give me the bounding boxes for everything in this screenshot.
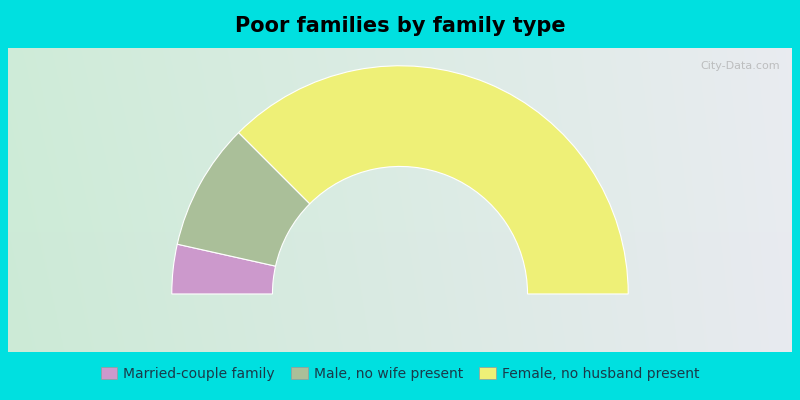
Legend: Married-couple family, Male, no wife present, Female, no husband present: Married-couple family, Male, no wife pre… xyxy=(95,362,705,386)
Text: Poor families by family type: Poor families by family type xyxy=(234,16,566,36)
Wedge shape xyxy=(172,244,275,294)
Wedge shape xyxy=(238,66,628,294)
Wedge shape xyxy=(178,132,310,266)
Text: City-Data.com: City-Data.com xyxy=(700,61,780,71)
